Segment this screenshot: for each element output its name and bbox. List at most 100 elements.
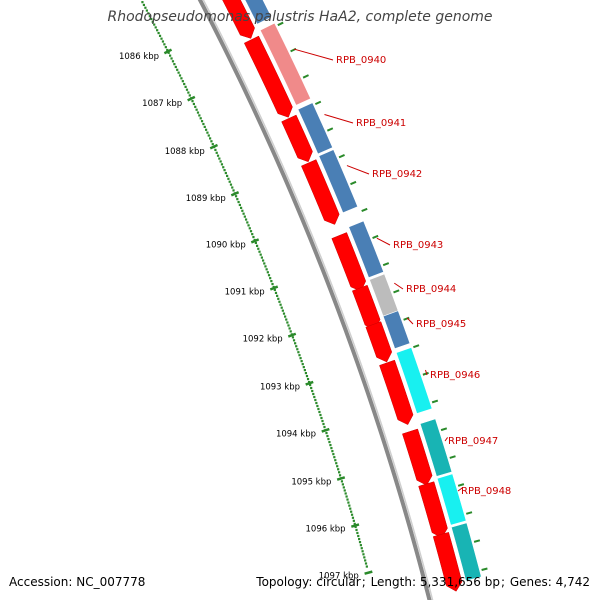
gene-label[interactable]: RPB_0947 [448, 436, 498, 447]
ruler-dot [320, 416, 323, 420]
ruler-dot [192, 102, 195, 106]
cds-arrow [222, 0, 255, 39]
ruler-dot [364, 562, 368, 565]
cds-arrow [243, 35, 293, 118]
ruler-dot [164, 46, 167, 49]
ruler-dot [288, 327, 291, 330]
scale-tick [393, 289, 400, 294]
ruler-dot [287, 324, 290, 327]
ruler-dot [141, 1, 144, 4]
ruler-dot [350, 510, 353, 513]
gene-label[interactable]: RPB_0942 [372, 169, 422, 180]
scale-tick [422, 371, 429, 376]
ruler-dot [200, 120, 204, 123]
ruler-dot [267, 274, 271, 277]
gene-label-leader [406, 317, 414, 325]
ruler-dot [166, 48, 169, 52]
ruler-dot [358, 541, 362, 544]
ruler-dot [335, 462, 338, 465]
ruler-dot [202, 122, 205, 126]
gene-label[interactable]: RPB_0940 [336, 55, 386, 66]
cog-segment [297, 102, 333, 155]
scale-tick [350, 180, 357, 186]
genes-label: Genes: [509, 575, 552, 589]
ruler-dot [198, 114, 201, 117]
gene-label[interactable]: RPB_0948 [461, 486, 511, 497]
ruler-dot [315, 401, 318, 405]
scale-tick [413, 344, 420, 349]
cog-track [244, 0, 482, 582]
ruler-tick [163, 48, 173, 55]
ruler-dot [177, 71, 180, 74]
ruler-label: 1086 kbp [119, 52, 159, 62]
ruler-tick [336, 476, 346, 481]
ruler-dot [263, 262, 266, 265]
ruler-dot [240, 206, 243, 209]
ruler-dot [237, 200, 240, 204]
ruler-tick [321, 427, 330, 433]
ruler-dot [220, 163, 224, 166]
scale-tick [382, 262, 390, 267]
ruler-dot [244, 218, 248, 221]
accession-value: NC_007778 [76, 575, 146, 589]
ruler-dot [153, 23, 156, 26]
ruler-dot [254, 241, 257, 245]
ruler-dot [363, 556, 366, 559]
ruler-dot [247, 224, 250, 227]
cog-segment [436, 473, 467, 526]
ruler-dot [148, 15, 151, 18]
ruler-dot [251, 233, 254, 236]
gene-label[interactable]: RPB_0944 [406, 284, 456, 295]
ruler-dot [194, 105, 197, 108]
scale-tick [326, 127, 334, 132]
ruler-dot [261, 259, 265, 262]
gene-label[interactable]: RPB_0943 [393, 240, 443, 251]
length-label: Length: [370, 575, 417, 589]
ruler-dot [269, 277, 272, 280]
ruler-tick [350, 523, 360, 528]
scale-tick [361, 207, 368, 212]
ruler-dot [260, 256, 263, 259]
ruler-dot [314, 398, 317, 402]
gene-label[interactable]: RPB_0941 [356, 118, 406, 129]
ruler-dot [174, 65, 177, 69]
ruler-dot [313, 395, 316, 399]
ruler-dot [296, 348, 299, 351]
ruler-dot [292, 339, 296, 342]
ruler-dot [211, 143, 214, 146]
ruler-label: 1094 kbp [276, 429, 316, 439]
gene-label-leader [346, 165, 370, 175]
ruler-dot [348, 504, 351, 507]
ruler-dot [329, 444, 332, 447]
ruler-dot [285, 318, 288, 321]
ruler-dot [234, 195, 238, 198]
gene-labels: RPB_0940 RPB_0941 RPB_0942 RPB_0943 RPB_0944… [293, 48, 511, 497]
ruler-dot [344, 492, 347, 495]
ruler-dot [151, 20, 154, 23]
ruler-dot [365, 565, 368, 568]
gene-label-leader [376, 237, 391, 246]
ruler-dot [219, 160, 222, 163]
cog-segment [244, 0, 272, 25]
ruler-dot [246, 221, 249, 224]
ruler-dot [334, 459, 337, 462]
ruler-label: 1091 kbp [225, 288, 265, 298]
ruler-dot [171, 60, 175, 63]
scale-tick [431, 399, 439, 404]
ruler-dot [157, 31, 160, 35]
ruler-dot [228, 180, 231, 183]
length-value: 5,331,656 bp [419, 575, 500, 589]
scale-tick [372, 234, 379, 240]
scale-tick [314, 100, 322, 106]
cds-arrow [301, 159, 340, 225]
ruler-dot [185, 88, 189, 91]
ruler-dot [259, 253, 262, 256]
ruler-dot [312, 392, 315, 396]
ruler-dot [215, 151, 218, 154]
genome-stats-footer: Topology: circular; Length: 5,331,656 bp… [256, 575, 590, 589]
ruler-dot [231, 186, 234, 189]
ruler-dot [336, 465, 339, 468]
ruler-dot [191, 100, 194, 103]
gene-label[interactable]: RPB_0945 [416, 319, 466, 330]
gene-label[interactable]: RPB_0946 [430, 370, 480, 381]
